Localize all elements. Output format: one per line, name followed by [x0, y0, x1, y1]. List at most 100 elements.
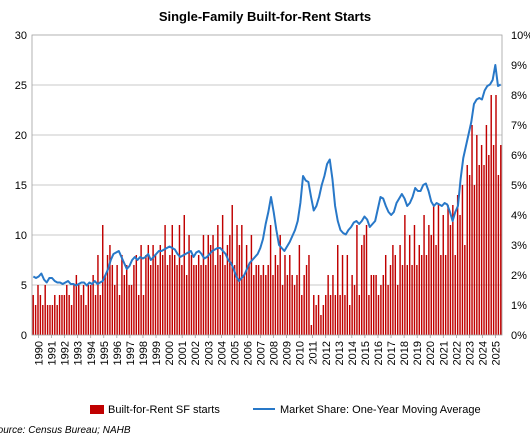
- bar: [121, 255, 123, 335]
- x-tick-label: 2015: [360, 341, 372, 365]
- x-tick-label: 2005: [229, 341, 241, 365]
- legend-bar-swatch: [90, 405, 104, 414]
- bar: [221, 215, 224, 335]
- bar: [106, 255, 109, 335]
- left-tick-label: 25: [15, 80, 27, 92]
- bar: [500, 145, 502, 335]
- bar: [435, 245, 437, 335]
- bar: [238, 245, 241, 335]
- x-tick-label: 1991: [47, 341, 59, 365]
- bar: [149, 265, 152, 335]
- bar: [464, 245, 466, 335]
- bar: [452, 205, 454, 335]
- bar: [39, 295, 42, 335]
- market-share-line: [32, 64, 502, 287]
- bar: [73, 285, 75, 335]
- bar: [471, 125, 473, 335]
- bar: [154, 255, 157, 335]
- bar: [454, 255, 456, 335]
- x-tick-label: 2025: [490, 341, 502, 365]
- plot-frame: [31, 34, 503, 336]
- bar: [209, 245, 212, 335]
- bar: [428, 225, 430, 335]
- bar: [250, 235, 253, 335]
- bar: [327, 275, 329, 335]
- bar: [317, 295, 320, 335]
- bar: [377, 295, 380, 335]
- bar: [420, 255, 423, 335]
- bar: [46, 305, 49, 335]
- bar: [356, 225, 358, 335]
- bar: [207, 235, 209, 335]
- bar: [245, 245, 248, 335]
- bar: [42, 305, 44, 335]
- bar: [34, 305, 37, 335]
- bar: [284, 255, 286, 335]
- x-tick-label: 1992: [60, 341, 72, 365]
- bar: [181, 265, 183, 335]
- bar: [389, 265, 392, 335]
- left-axis: 0 5 10 15 20 25 30: [15, 30, 27, 342]
- bar: [310, 325, 313, 335]
- bar: [176, 265, 178, 335]
- x-tick-label: 2009: [282, 341, 294, 365]
- bar: [437, 205, 440, 335]
- bar: [361, 245, 363, 335]
- bar: [279, 235, 281, 335]
- bar: [447, 205, 449, 335]
- bar: [133, 265, 135, 335]
- bar: [485, 125, 488, 335]
- bar: [80, 295, 82, 335]
- bar: [296, 275, 298, 335]
- bar: [78, 285, 80, 335]
- right-tick-label: 8%: [511, 90, 527, 102]
- bar: [303, 275, 305, 335]
- bar: [423, 215, 425, 335]
- bar: [224, 265, 226, 335]
- bar: [51, 305, 54, 335]
- bar: [315, 305, 317, 335]
- bar: [277, 265, 279, 335]
- bar: [214, 265, 217, 335]
- bar: [128, 285, 130, 335]
- bar: [257, 265, 260, 335]
- bar: [116, 265, 118, 335]
- bar: [248, 265, 250, 335]
- bar: [456, 195, 459, 335]
- legend-bar-label: Built-for-Rent SF starts: [108, 404, 220, 416]
- bar: [171, 225, 173, 335]
- x-tick-label: 2012: [321, 341, 333, 365]
- bar: [394, 255, 397, 335]
- x-tick-label: 2024: [477, 341, 489, 365]
- x-tick-label: 2006: [242, 341, 254, 365]
- bar: [169, 255, 171, 335]
- x-tick-label: 2021: [438, 341, 450, 365]
- x-tick-label: 2017: [386, 341, 398, 365]
- bar: [147, 245, 150, 335]
- x-tick-label: 2010: [295, 341, 307, 365]
- bar: [243, 275, 245, 335]
- x-tick-label: 1998: [138, 341, 150, 365]
- bar: [289, 255, 291, 335]
- bar: [118, 295, 121, 335]
- bar: [291, 275, 293, 335]
- bar: [226, 245, 229, 335]
- right-tick-label: 7%: [511, 120, 527, 132]
- bar: [90, 285, 92, 335]
- left-tick-label: 20: [15, 130, 27, 142]
- x-tick-label: 2000: [164, 341, 176, 365]
- bar: [164, 225, 166, 335]
- legend: Built-for-Rent SF starts Market Share: O…: [90, 404, 481, 416]
- bar: [286, 275, 289, 335]
- right-tick-label: 6%: [511, 150, 527, 162]
- x-tick-label: 1990: [34, 341, 46, 365]
- bar: [380, 285, 382, 335]
- bar: [114, 285, 116, 335]
- bar: [375, 275, 377, 335]
- bar: [178, 225, 181, 335]
- bar-series: [32, 95, 502, 335]
- bar: [161, 255, 164, 335]
- right-tick-label: 5%: [511, 180, 527, 192]
- bar: [293, 285, 296, 335]
- bar: [142, 295, 145, 335]
